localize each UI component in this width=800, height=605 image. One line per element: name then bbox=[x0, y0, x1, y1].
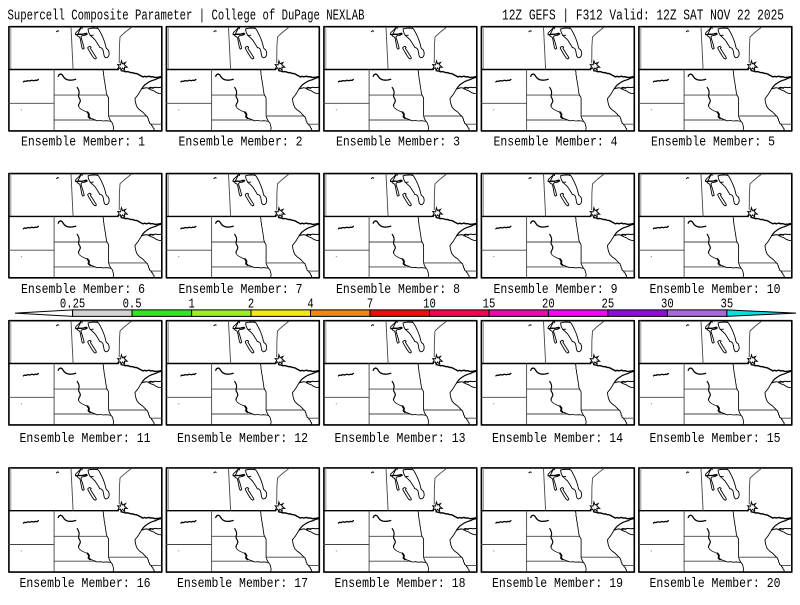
svg-text:7: 7 bbox=[367, 298, 373, 313]
svg-text:Ensemble Member: 15: Ensemble Member: 15 bbox=[650, 432, 781, 447]
svg-text:Ensemble Member: 2: Ensemble Member: 2 bbox=[179, 135, 303, 150]
svg-text:Ensemble Member: 5: Ensemble Member: 5 bbox=[651, 135, 775, 150]
svg-text:Ensemble Member: 12: Ensemble Member: 12 bbox=[177, 432, 308, 447]
svg-text:Ensemble Member: 11: Ensemble Member: 11 bbox=[20, 432, 151, 447]
svg-text:Ensemble Member: 17: Ensemble Member: 17 bbox=[177, 577, 308, 592]
svg-text:35: 35 bbox=[721, 298, 734, 313]
svg-text:Ensemble Member: 13: Ensemble Member: 13 bbox=[335, 432, 466, 447]
svg-text:0.5: 0.5 bbox=[123, 298, 142, 313]
svg-text:Ensemble Member: 18: Ensemble Member: 18 bbox=[335, 577, 466, 592]
svg-text:30: 30 bbox=[661, 298, 674, 313]
svg-text:0.25: 0.25 bbox=[60, 298, 85, 313]
svg-text:25: 25 bbox=[602, 298, 615, 313]
svg-text:Ensemble Member: 20: Ensemble Member: 20 bbox=[650, 577, 781, 592]
svg-text:Ensemble Member: 1: Ensemble Member: 1 bbox=[21, 135, 145, 150]
svg-text:Ensemble Member: 3: Ensemble Member: 3 bbox=[336, 135, 460, 150]
svg-text:12Z GEFS | F312 Valid: 12Z SAT: 12Z GEFS | F312 Valid: 12Z SAT NOV 22 20… bbox=[502, 8, 784, 25]
svg-text:Ensemble Member: 16: Ensemble Member: 16 bbox=[20, 577, 151, 592]
svg-text:Ensemble Member: 9: Ensemble Member: 9 bbox=[494, 283, 618, 298]
svg-text:Ensemble Member: 6: Ensemble Member: 6 bbox=[21, 283, 145, 298]
svg-text:Supercell Composite Parameter: Supercell Composite Parameter | College … bbox=[8, 8, 365, 25]
svg-text:20: 20 bbox=[542, 298, 555, 313]
svg-text:2: 2 bbox=[248, 298, 254, 313]
svg-text:Ensemble Member: 14: Ensemble Member: 14 bbox=[492, 432, 623, 447]
svg-text:Ensemble Member: 8: Ensemble Member: 8 bbox=[336, 283, 460, 298]
svg-text:Ensemble Member: 19: Ensemble Member: 19 bbox=[492, 577, 623, 592]
svg-text:Ensemble Member: 7: Ensemble Member: 7 bbox=[179, 283, 303, 298]
svg-text:10: 10 bbox=[423, 298, 436, 313]
svg-text:4: 4 bbox=[307, 298, 313, 313]
svg-text:Ensemble Member: 10: Ensemble Member: 10 bbox=[650, 283, 781, 298]
svg-text:Ensemble Member: 4: Ensemble Member: 4 bbox=[494, 135, 618, 150]
svg-text:1: 1 bbox=[188, 298, 194, 313]
svg-text:15: 15 bbox=[483, 298, 496, 313]
